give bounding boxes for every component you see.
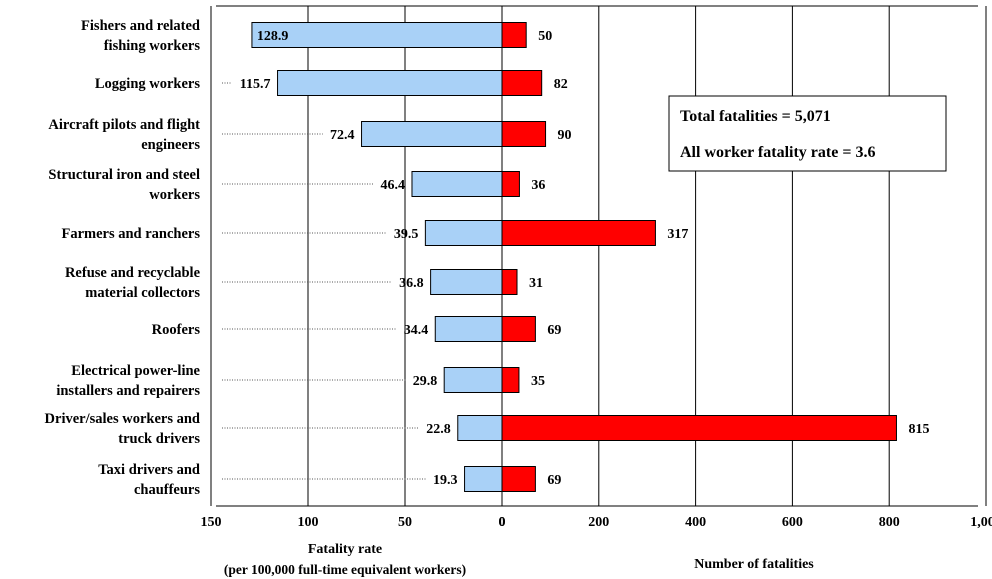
category-label-line: installers and repairers — [56, 383, 200, 399]
fatalities-value-label: 815 — [908, 422, 929, 437]
category-label-line: Driver/sales workers and — [45, 411, 200, 427]
left-tick-label: 50 — [398, 515, 412, 530]
category-label-line: chauffeurs — [134, 482, 200, 498]
category-label: Structural iron and steel workers — [48, 167, 200, 203]
category-label: Taxi drivers and chauffeurs — [98, 462, 200, 498]
leader-lines — [222, 82, 426, 480]
category-label: Fishers and related fishing workers — [81, 18, 200, 54]
rate-value-label: 19.3 — [433, 473, 458, 488]
fatalities-value-label: 69 — [547, 473, 561, 488]
rate-value-label: 128.9 — [257, 29, 289, 44]
category-label: Logging workers — [95, 76, 200, 92]
rate-bar — [277, 70, 503, 96]
category-label: Roofers — [152, 322, 201, 338]
rate-value-label: 34.4 — [404, 323, 429, 338]
category-label-line: Logging workers — [95, 76, 200, 92]
category-label-line: Fishers and related — [81, 18, 200, 34]
rate-value-label: 115.7 — [240, 77, 271, 92]
left-tick-label: 100 — [298, 515, 319, 530]
fatalities-value-label: 31 — [529, 276, 543, 291]
category-label-line: Roofers — [152, 322, 201, 338]
fatalities-bar — [501, 220, 656, 246]
category-label-line: Structural iron and steel — [48, 167, 200, 183]
rate-value-label: 46.4 — [380, 178, 405, 193]
rate-value-label: 72.4 — [330, 128, 355, 143]
fatalities-bar — [501, 415, 897, 441]
fatalities-bar — [501, 466, 536, 492]
bars — [251, 22, 897, 492]
category-label: Refuse and recyclable material collectors — [65, 265, 201, 301]
rate-bar — [361, 121, 503, 147]
rate-value-label: 36.8 — [399, 276, 424, 291]
fatalities-bar — [501, 121, 547, 147]
right-tick-label: 200 — [588, 515, 609, 530]
value-labels: 128.9 50 115.7 82 72.4 90 46.4 36 39.5 317 36.8 31 3… — [240, 29, 930, 488]
category-label: Aircraft pilots and flight engineers — [48, 117, 200, 153]
fatalities-bar — [501, 269, 518, 295]
fatalities-value-label: 35 — [531, 374, 545, 389]
category-label-line: material collectors — [85, 285, 200, 301]
category-label: Driver/sales workers and truck drivers — [45, 411, 201, 447]
left-tick-label: 150 — [201, 515, 222, 530]
right-tick-label: 400 — [685, 515, 706, 530]
annotation-frame — [668, 95, 947, 172]
rate-bar — [411, 171, 503, 197]
rate-bar — [464, 466, 503, 492]
right-axis-title: Number of fatalities — [694, 557, 814, 572]
rate-value-label: 39.5 — [394, 227, 419, 242]
rate-bar — [457, 415, 503, 441]
left-tick-label: 0 — [499, 515, 506, 530]
category-labels: Fishers and related fishing workers Loggin… — [45, 18, 201, 498]
right-tick-label: 600 — [782, 515, 803, 530]
left-axis-subtitle: (per 100,000 full-time equivalent worker… — [224, 562, 466, 577]
rate-bar — [251, 22, 503, 48]
fatalities-value-label: 36 — [531, 178, 545, 193]
left-axis-title: Fatality rate — [308, 542, 382, 557]
fatalities-bar — [501, 22, 527, 48]
category-label-line: workers — [149, 187, 200, 203]
fatalities-value-label: 82 — [554, 77, 568, 92]
rate-bar — [430, 269, 503, 295]
right-tick-label: 1,000 — [970, 515, 992, 530]
rate-bar — [443, 367, 503, 393]
category-label-line: Aircraft pilots and flight — [48, 117, 200, 133]
annotation-rate: All worker fatality rate = 3.6 — [680, 144, 875, 161]
category-label-line: truck drivers — [118, 431, 200, 447]
fatalities-bar — [501, 171, 520, 197]
annotation-total: Total fatalities = 5,071 — [680, 108, 831, 125]
fatalities-value-label: 50 — [538, 29, 552, 44]
category-label-line: Taxi drivers and — [98, 462, 200, 478]
rate-bar — [424, 220, 503, 246]
rate-bar — [434, 316, 503, 342]
category-label-line: Refuse and recyclable — [65, 265, 201, 281]
category-label-line: engineers — [141, 137, 200, 153]
rate-value-label: 29.8 — [413, 374, 438, 389]
fatalities-bar — [501, 367, 520, 393]
right-tick-label: 800 — [879, 515, 900, 530]
rate-value-label: 22.8 — [426, 422, 451, 437]
annotation-box: Total fatalities = 5,071 All worker fata… — [668, 95, 947, 172]
category-label: Electrical power-line installers and repa… — [56, 363, 200, 399]
category-label-line: fishing workers — [104, 38, 201, 54]
fatalities-value-label: 317 — [667, 227, 688, 242]
right-tick-label: 0 — [499, 515, 506, 530]
category-label-line: Electrical power-line — [71, 363, 200, 379]
fatalities-bar — [501, 316, 536, 342]
fatalities-value-label: 69 — [547, 323, 561, 338]
category-label: Farmers and ranchers — [61, 226, 200, 242]
fatalities-bar — [501, 70, 543, 96]
category-label-line: Farmers and ranchers — [61, 226, 200, 242]
fatalities-value-label: 90 — [558, 128, 572, 143]
